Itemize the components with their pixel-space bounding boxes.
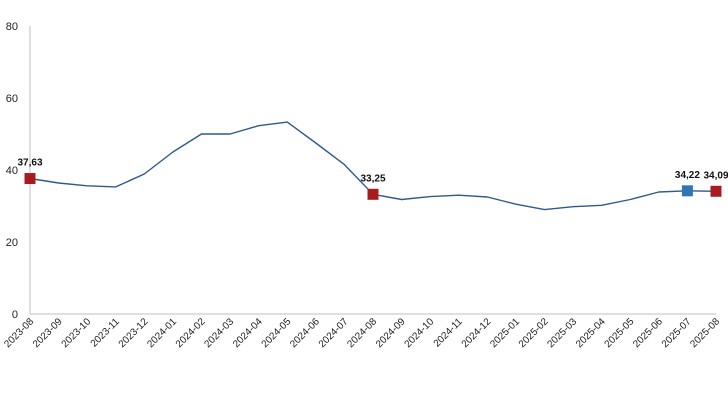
x-tick-label: 2023-09 [31, 316, 65, 350]
y-tick-label: 80 [6, 21, 18, 33]
data-label: 34,09 [703, 170, 728, 181]
x-tick-label: 2025-01 [488, 316, 522, 350]
x-tick-label: 2025-05 [603, 316, 637, 350]
x-tick-label: 2025-07 [660, 316, 694, 350]
x-tick-label: 2025-04 [574, 316, 608, 350]
data-label: 37,63 [17, 158, 42, 169]
data-point-marker [367, 188, 379, 200]
x-tick-label: 2025-02 [517, 316, 551, 350]
data-point-marker [24, 173, 36, 185]
x-tick-label: 2024-06 [288, 316, 322, 350]
x-tick-label: 2025-03 [545, 316, 579, 350]
x-tick-label: 2024-05 [260, 316, 294, 350]
y-axis: 0 20 40 60 80 [6, 21, 31, 321]
x-tick-label: 2025-08 [688, 316, 722, 350]
data-point-marker [710, 185, 722, 197]
x-tick-label: 2025-06 [631, 316, 665, 350]
x-tick-label: 2024-10 [403, 316, 437, 350]
x-axis: 2023-082023-092023-102023-112023-122024-… [2, 313, 722, 350]
y-tick-label: 40 [6, 165, 18, 177]
y-tick-label: 0 [12, 309, 18, 321]
x-tick-label: 2023-11 [89, 316, 123, 350]
x-tick-label: 2023-12 [117, 316, 151, 350]
data-point-marker [681, 185, 693, 197]
x-tick-label: 2024-07 [317, 316, 351, 350]
x-tick-label: 2024-08 [345, 316, 379, 350]
x-tick-label: 2024-02 [174, 316, 208, 350]
x-tick-label: 2024-12 [460, 316, 494, 350]
data-label: 34,22 [675, 170, 700, 181]
y-tick-label: 20 [6, 237, 18, 249]
x-tick-label: 2024-04 [231, 316, 265, 350]
x-tick-label: 2023-08 [2, 316, 36, 350]
y-tick-label: 60 [6, 93, 18, 105]
x-tick-label: 2024-03 [202, 316, 236, 350]
x-tick-label: 2023-10 [60, 316, 94, 350]
x-tick-label: 2024-01 [145, 316, 179, 350]
markers-layer: 37,63 33,25 34,22 34,09 [17, 158, 728, 200]
x-tick-label: 2024-09 [374, 316, 408, 350]
data-label: 33,25 [360, 173, 385, 184]
x-tick-label: 2024-11 [432, 316, 466, 350]
